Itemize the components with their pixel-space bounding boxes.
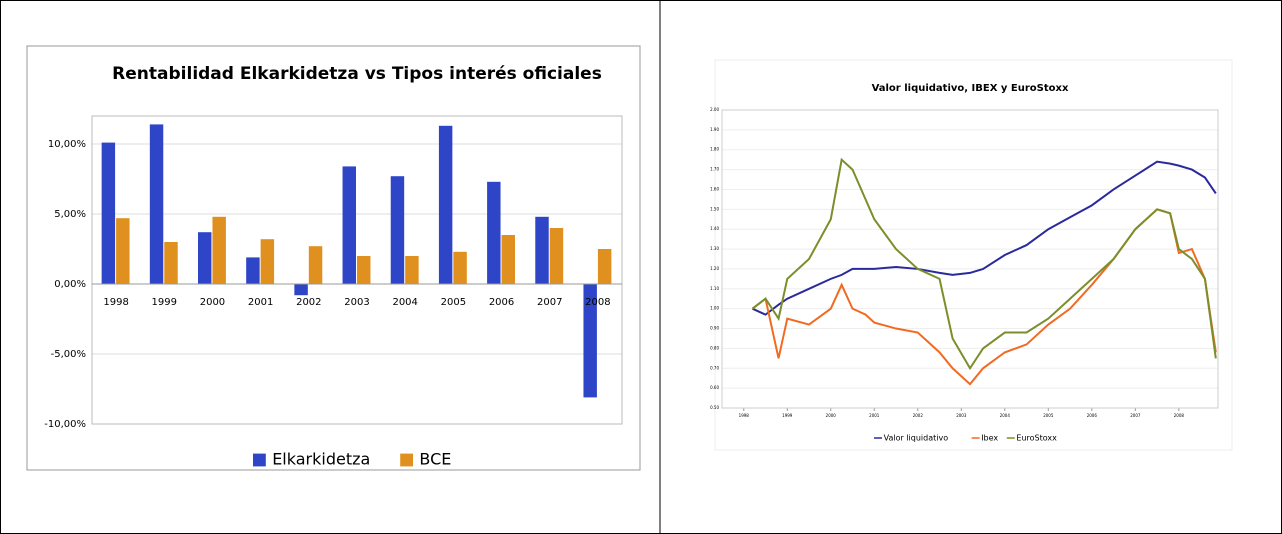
- x-tick-label: 1999: [782, 413, 793, 418]
- bar: [597, 249, 612, 284]
- y-tick-label: -10,00%: [44, 419, 86, 430]
- bar: [116, 218, 130, 284]
- y-tick-label: 1.30: [710, 246, 719, 251]
- y-tick-label: 1.80: [710, 147, 719, 152]
- x-tick-label: 2007: [1130, 413, 1141, 418]
- legend-label: Elkarkidetza: [272, 450, 370, 469]
- y-tick-label: 10,00%: [48, 139, 86, 150]
- bar: [535, 216, 549, 284]
- bar: [246, 257, 260, 284]
- x-tick-label: 2005: [441, 297, 466, 308]
- y-tick-label: 0.70: [710, 365, 719, 370]
- y-tick-label: 1.20: [710, 266, 719, 271]
- plot-border: [721, 109, 1219, 409]
- x-tick-label: 2001: [869, 413, 880, 418]
- y-tick-label: 1.00: [710, 306, 719, 311]
- x-tick-label: 1998: [103, 297, 128, 308]
- x-tick-label: 2000: [200, 297, 225, 308]
- x-tick-label: 2002: [913, 413, 924, 418]
- bar: [405, 256, 419, 284]
- x-tick-label: 2004: [1000, 413, 1011, 418]
- y-tick-label: 5,00%: [54, 209, 86, 220]
- y-tick-label: 1.50: [710, 206, 719, 211]
- x-tick-label: 2000: [826, 413, 837, 418]
- legend-swatch: [253, 453, 266, 467]
- y-tick-label: 2.00: [710, 107, 719, 112]
- x-tick-label: 2008: [585, 297, 610, 308]
- bar: [487, 181, 501, 284]
- bar: [357, 256, 371, 284]
- x-tick-label: 2006: [489, 297, 514, 308]
- y-tick-label: -5,00%: [51, 349, 86, 360]
- bar: [294, 284, 308, 296]
- bar: [438, 125, 453, 284]
- legend-label: BCE: [419, 450, 451, 469]
- x-tick-label: 2003: [344, 297, 369, 308]
- x-tick-label: 1999: [152, 297, 177, 308]
- bar: [453, 251, 467, 284]
- bar: [390, 176, 405, 284]
- y-tick-label: 0,00%: [54, 279, 86, 290]
- bar: [101, 142, 116, 284]
- x-tick-label: 2005: [1043, 413, 1054, 418]
- chart-frame: [714, 59, 1233, 451]
- chart-title: Rentabilidad Elkarkidetza vs Tipos inter…: [112, 64, 602, 84]
- y-tick-label: 1.60: [710, 186, 719, 191]
- y-tick-label: 1.10: [710, 286, 719, 291]
- series-line: [752, 160, 1217, 316]
- y-tick-label: 1.40: [710, 226, 719, 231]
- bar: [260, 239, 275, 284]
- x-tick-label: 2007: [537, 297, 562, 308]
- y-tick-label: 0.60: [710, 385, 719, 390]
- x-tick-label: 2006: [1087, 413, 1098, 418]
- bar: [198, 232, 212, 284]
- bar: [549, 228, 564, 284]
- chart-title: Valor liquidativo, IBEX y EuroStoxx: [872, 83, 1069, 94]
- x-tick-label: 1998: [739, 413, 750, 418]
- legend-label: Valor liquidativo: [884, 434, 949, 443]
- y-tick-label: 1.70: [710, 167, 719, 172]
- x-tick-label: 2004: [392, 297, 417, 308]
- plot-border: [91, 115, 623, 425]
- bar: [308, 246, 323, 284]
- series-line: [751, 157, 1217, 371]
- y-tick-label: 0.50: [710, 405, 719, 410]
- bar: [342, 166, 356, 284]
- y-tick-label: 1.90: [710, 127, 719, 132]
- legend-label: EuroStoxx: [1016, 434, 1057, 443]
- bar: [501, 235, 515, 284]
- legend-swatch: [400, 453, 413, 467]
- y-tick-label: 0.80: [710, 345, 719, 350]
- bar: [164, 242, 178, 284]
- bar: [212, 216, 226, 284]
- x-tick-label: 2003: [956, 413, 967, 418]
- x-tick-label: 2002: [296, 297, 321, 308]
- legend-label: Ibex: [981, 434, 998, 443]
- y-tick-label: 0.90: [710, 326, 719, 331]
- bar: [583, 284, 597, 398]
- x-tick-label: 2001: [248, 297, 273, 308]
- x-tick-label: 2008: [1174, 413, 1185, 418]
- bar: [149, 124, 164, 285]
